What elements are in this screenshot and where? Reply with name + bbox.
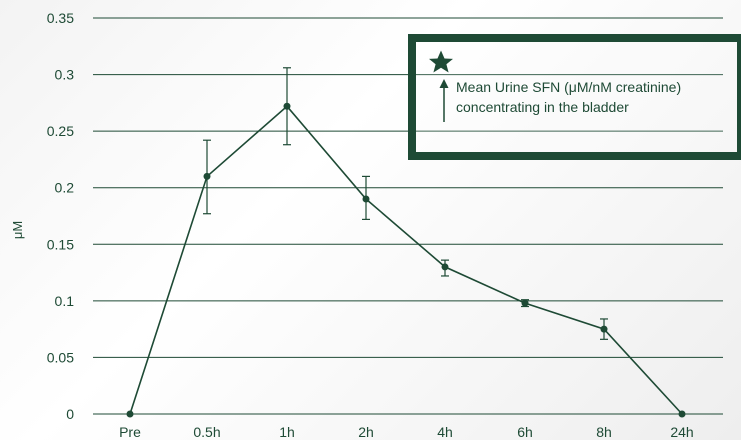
y-tick-label: 0.3 <box>55 67 75 83</box>
x-tick-label: 0.5h <box>193 424 220 440</box>
data-point <box>203 172 211 180</box>
series-line <box>126 67 686 418</box>
y-tick-label: 0.1 <box>55 293 75 309</box>
legend: Mean Urine SFN (μM/nM creatinine) concen… <box>408 34 741 160</box>
data-point <box>362 195 370 203</box>
data-point <box>283 102 291 110</box>
legend-box <box>408 34 741 160</box>
y-tick-label: 0.05 <box>47 349 74 365</box>
data-point <box>126 410 134 418</box>
x-tick-labels: Pre 0.5h 1h 2h 4h 6h 8h 24h <box>119 424 694 440</box>
y-tick-label: 0.25 <box>47 123 74 139</box>
legend-line-1: Mean Urine SFN (μM/nM creatinine) <box>456 79 681 95</box>
x-tick-label: 8h <box>596 424 612 440</box>
x-tick-label: 1h <box>279 424 295 440</box>
data-point <box>600 325 608 333</box>
x-tick-label: 4h <box>437 424 453 440</box>
x-tick-label: Pre <box>119 424 141 440</box>
data-point <box>678 410 686 418</box>
data-point <box>521 299 529 307</box>
y-tick-label: 0.2 <box>55 180 75 196</box>
star-icon <box>429 50 453 73</box>
legend-line-2: concentrating in the bladder <box>456 99 629 115</box>
data-point <box>441 263 449 271</box>
y-tick-labels: 0 0.05 0.1 0.15 0.2 0.25 0.3 0.35 <box>47 10 74 422</box>
y-tick-label: 0 <box>66 406 74 422</box>
x-tick-label: 2h <box>358 424 374 440</box>
arrow-head <box>439 79 449 88</box>
y-tick-label: 0.35 <box>47 10 74 26</box>
x-tick-label: 6h <box>517 424 533 440</box>
x-tick-label: 24h <box>670 424 693 440</box>
y-tick-label: 0.15 <box>47 236 74 252</box>
y-axis-label: μM <box>10 221 25 239</box>
series-path <box>129 105 683 415</box>
